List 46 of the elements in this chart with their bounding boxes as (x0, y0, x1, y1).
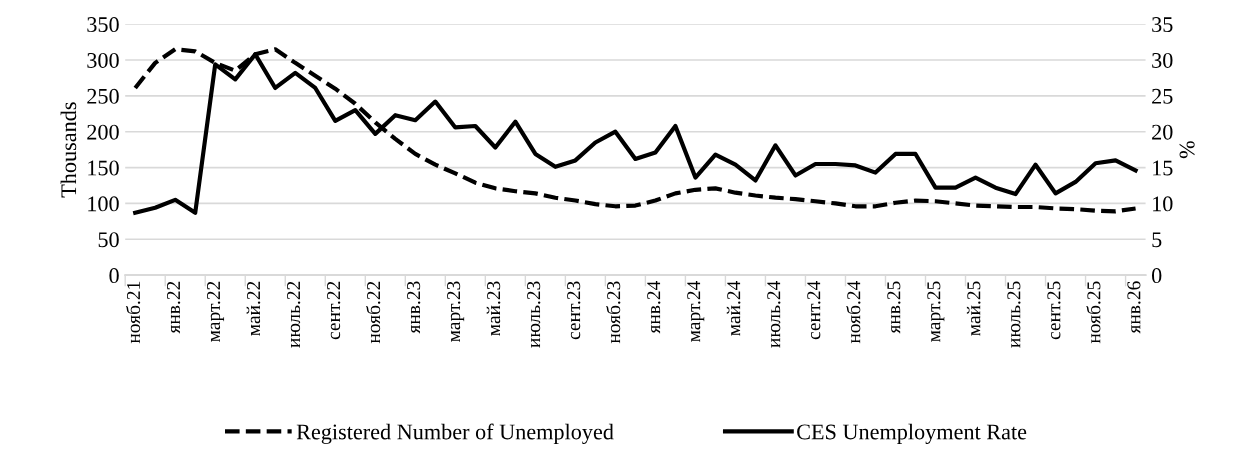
y-tick-label: 200 (87, 124, 119, 140)
x-tick-label: янв.24 (647, 281, 661, 334)
x-tick-label: сент.22 (327, 281, 341, 340)
x-tick-label: нояб.24 (846, 281, 861, 344)
x-tick-label: нояб.21 (125, 281, 141, 344)
y2-tick-label: 0 (1151, 268, 1162, 284)
x-tick-label: нояб.23 (606, 281, 621, 344)
x-tick-label: май.24 (726, 281, 741, 336)
x-tick-label: сент.25 (1047, 281, 1061, 340)
legend-label: Registered Number of Unemployed (296, 423, 614, 444)
x-tick-label: янв.26 (1127, 281, 1141, 334)
x-tick-label: март.22 (207, 281, 225, 342)
y-tick-label: 350 (87, 17, 119, 33)
x-tick-label: май.25 (966, 281, 981, 336)
x-tick-label: март.24 (687, 281, 705, 342)
y2-tick-label: 35 (1152, 17, 1173, 33)
x-tick-label: май.23 (486, 281, 501, 336)
y2-tick-label: 30 (1152, 52, 1173, 68)
y-axis-title: Thousands (60, 102, 77, 198)
y-tick-label: 150 (88, 160, 119, 176)
x-tick-label: март.23 (447, 281, 465, 342)
y2-axis-title: % (1179, 141, 1195, 159)
y-tick-label: 300 (87, 52, 119, 68)
y2-tick-label: 20 (1152, 124, 1173, 140)
y2-tick-label: 25 (1152, 88, 1173, 104)
x-tick-label: июль.23 (527, 281, 541, 348)
x-tick-label: нояб.22 (366, 281, 381, 344)
y-tick-label: 100 (88, 196, 119, 212)
y-tick-label: 250 (87, 88, 119, 104)
x-tick-label: янв.23 (407, 281, 421, 334)
x-tick-label: янв.25 (887, 281, 901, 334)
x-tick-label: июль.25 (1007, 281, 1021, 348)
y-tick-label: 0 (109, 268, 119, 284)
y2-tick-label: 10 (1153, 196, 1173, 212)
legend-label: CES Unemployment Rate (797, 423, 1027, 444)
x-tick-label: сент.23 (567, 281, 581, 340)
y2-tick-label: 15 (1153, 160, 1173, 176)
x-tick-label: сент.24 (807, 281, 821, 340)
x-tick-label: янв.22 (167, 281, 181, 334)
y2-tick-label: 5 (1152, 232, 1162, 248)
x-tick-label: нояб.25 (1086, 281, 1101, 344)
x-tick-label: июль.24 (767, 281, 781, 348)
x-tick-label: июль.22 (287, 281, 301, 348)
x-tick-label: март.25 (927, 281, 945, 342)
x-tick-label: май.22 (246, 281, 261, 336)
y-tick-label: 50 (98, 232, 119, 248)
